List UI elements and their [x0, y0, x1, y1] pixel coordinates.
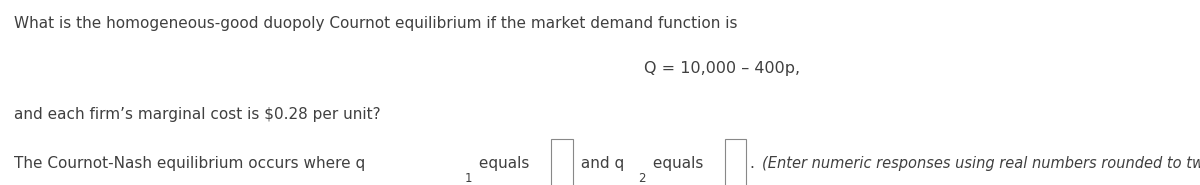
Text: (Enter numeric responses using real numbers rounded to two decimal places.): (Enter numeric responses using real numb… [762, 157, 1200, 171]
Text: Q = 10,000 – 400p,: Q = 10,000 – 400p, [643, 60, 799, 75]
Text: equals: equals [648, 157, 708, 171]
Text: and q: and q [576, 157, 624, 171]
Text: 1: 1 [464, 172, 472, 185]
Bar [725, 139, 746, 185]
Text: and each firm’s marginal cost is $0.28 per unit?: and each firm’s marginal cost is $0.28 p… [14, 107, 380, 122]
Text: equals: equals [474, 157, 534, 171]
Bar [551, 139, 572, 185]
Text: What is the homogeneous-good duopoly Cournot equilibrium if the market demand fu: What is the homogeneous-good duopoly Cou… [14, 16, 738, 31]
Text: The Cournot-Nash equilibrium occurs where q: The Cournot-Nash equilibrium occurs wher… [14, 157, 366, 171]
Text: .: . [750, 157, 760, 171]
Text: 2: 2 [638, 172, 646, 185]
